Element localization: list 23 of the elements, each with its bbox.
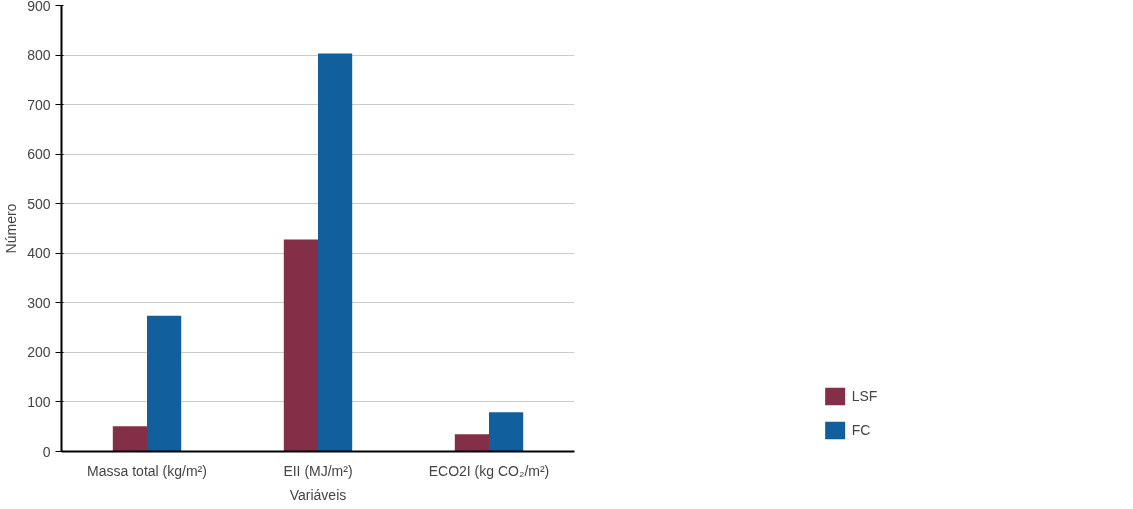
y-tick-label: 500: [27, 195, 51, 212]
y-tick-label: 400: [27, 245, 51, 262]
y-tick-label: 200: [27, 344, 51, 361]
legend-label: FC: [851, 422, 872, 438]
y-axis-title: Número: [3, 203, 20, 254]
bar: [454, 434, 489, 452]
y-tick-label: 0: [42, 443, 51, 460]
y-tick-label: 300: [27, 294, 51, 311]
bar: [283, 239, 318, 452]
x-axis-title: Variáveis: [289, 486, 347, 503]
legend-label: LSF: [851, 388, 878, 404]
bar: [318, 53, 353, 452]
y-tick-label: 700: [27, 96, 51, 113]
x-tick-label: EII (MJ/m²): [283, 462, 353, 479]
x-tick-label: Massa total (kg/m²): [87, 462, 207, 479]
bar: [489, 412, 524, 452]
x-tick-label: ECO2I (kg CO₂/m²): [428, 462, 550, 479]
bar: [112, 426, 147, 452]
y-tick-label: 600: [27, 146, 51, 163]
y-tick-label: 900: [27, 0, 51, 14]
bar: [147, 315, 182, 452]
y-tick-label: 800: [27, 47, 51, 64]
y-tick-label: 100: [27, 393, 51, 410]
